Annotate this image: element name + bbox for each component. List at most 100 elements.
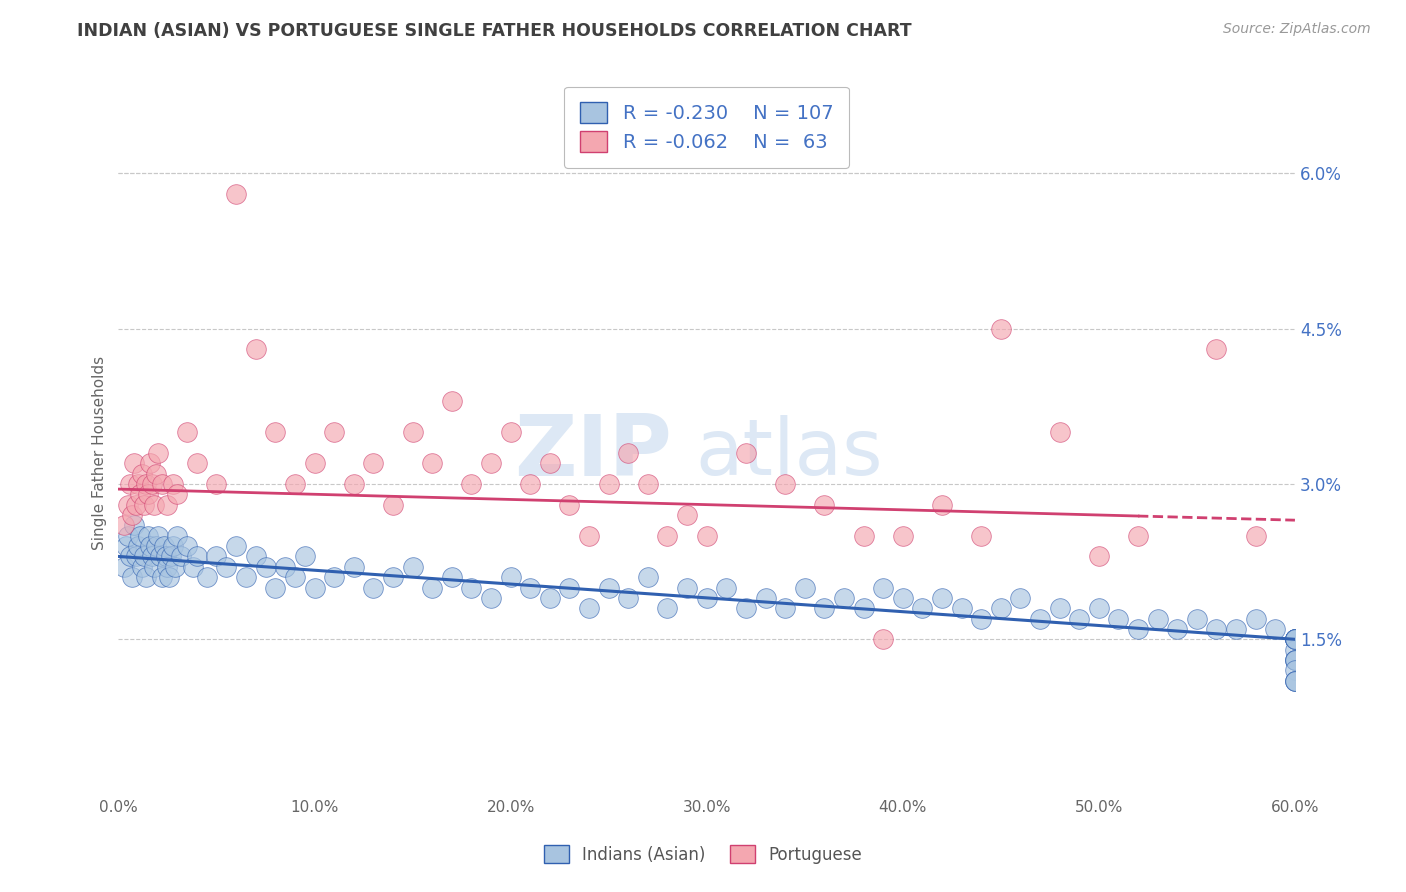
- Point: [479, 591, 502, 605]
- Point: [696, 591, 718, 605]
- Point: [129, 529, 152, 543]
- Point: [479, 456, 502, 470]
- Point: [121, 508, 143, 522]
- Point: [166, 487, 188, 501]
- Point: [1049, 601, 1071, 615]
- Point: [401, 425, 423, 439]
- Point: [245, 343, 267, 357]
- Point: [813, 498, 835, 512]
- Point: [131, 559, 153, 574]
- Point: [1264, 622, 1286, 636]
- Point: [990, 321, 1012, 335]
- Point: [146, 529, 169, 543]
- Y-axis label: Single Father Households: Single Father Households: [93, 356, 107, 549]
- Point: [150, 570, 173, 584]
- Point: [294, 549, 316, 564]
- Point: [304, 581, 326, 595]
- Point: [146, 446, 169, 460]
- Point: [1126, 529, 1149, 543]
- Point: [637, 570, 659, 584]
- Point: [181, 559, 204, 574]
- Point: [145, 467, 167, 481]
- Point: [578, 529, 600, 543]
- Point: [1010, 591, 1032, 605]
- Point: [176, 539, 198, 553]
- Point: [657, 529, 679, 543]
- Point: [149, 549, 172, 564]
- Point: [343, 559, 366, 574]
- Point: [519, 581, 541, 595]
- Point: [538, 591, 561, 605]
- Point: [304, 456, 326, 470]
- Point: [205, 549, 228, 564]
- Point: [891, 529, 914, 543]
- Point: [135, 477, 157, 491]
- Point: [141, 477, 163, 491]
- Point: [125, 498, 148, 512]
- Point: [160, 549, 183, 564]
- Point: [735, 446, 758, 460]
- Point: [696, 529, 718, 543]
- Point: [754, 591, 776, 605]
- Point: [773, 601, 796, 615]
- Point: [499, 425, 522, 439]
- Point: [852, 601, 875, 615]
- Point: [186, 456, 208, 470]
- Point: [166, 529, 188, 543]
- Point: [990, 601, 1012, 615]
- Point: [970, 529, 993, 543]
- Point: [460, 581, 482, 595]
- Point: [127, 539, 149, 553]
- Point: [245, 549, 267, 564]
- Point: [558, 581, 581, 595]
- Point: [793, 581, 815, 595]
- Point: [1126, 622, 1149, 636]
- Point: [363, 581, 385, 595]
- Point: [657, 601, 679, 615]
- Point: [1146, 611, 1168, 625]
- Point: [132, 549, 155, 564]
- Point: [131, 467, 153, 481]
- Point: [225, 186, 247, 201]
- Point: [1284, 653, 1306, 667]
- Point: [578, 601, 600, 615]
- Point: [911, 601, 934, 615]
- Point: [176, 425, 198, 439]
- Point: [598, 581, 620, 595]
- Point: [117, 498, 139, 512]
- Point: [499, 570, 522, 584]
- Point: [872, 632, 894, 647]
- Point: [558, 498, 581, 512]
- Point: [264, 581, 287, 595]
- Point: [832, 591, 855, 605]
- Legend: Indians (Asian), Portuguese: Indians (Asian), Portuguese: [537, 838, 869, 871]
- Point: [1088, 601, 1111, 615]
- Point: [1185, 611, 1208, 625]
- Point: [401, 559, 423, 574]
- Point: [440, 394, 463, 409]
- Point: [142, 498, 165, 512]
- Point: [420, 581, 443, 595]
- Point: [440, 570, 463, 584]
- Point: [155, 549, 177, 564]
- Point: [1284, 632, 1306, 647]
- Point: [136, 529, 159, 543]
- Point: [1205, 622, 1227, 636]
- Point: [1284, 673, 1306, 688]
- Point: [157, 570, 180, 584]
- Point: [132, 498, 155, 512]
- Point: [1244, 611, 1267, 625]
- Point: [1166, 622, 1188, 636]
- Point: [205, 477, 228, 491]
- Point: [254, 559, 277, 574]
- Point: [1284, 632, 1306, 647]
- Point: [1284, 632, 1306, 647]
- Point: [117, 529, 139, 543]
- Point: [931, 498, 953, 512]
- Point: [676, 581, 699, 595]
- Point: [1284, 653, 1306, 667]
- Point: [139, 456, 162, 470]
- Point: [970, 611, 993, 625]
- Point: [519, 477, 541, 491]
- Point: [1069, 611, 1091, 625]
